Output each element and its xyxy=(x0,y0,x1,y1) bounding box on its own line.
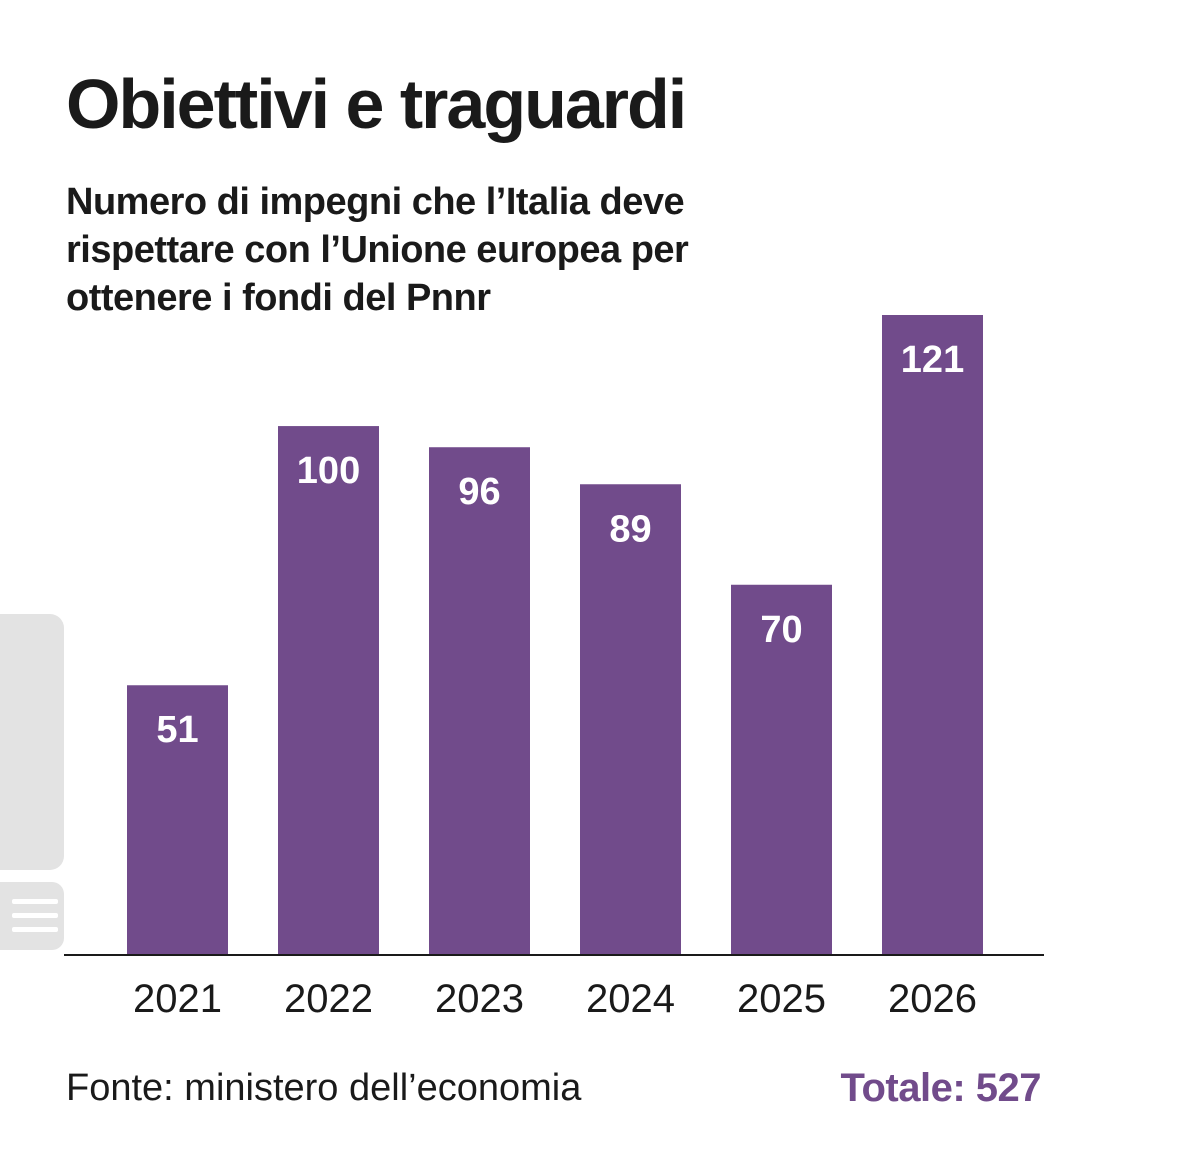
drag-handle-icon[interactable] xyxy=(0,882,64,950)
x-tick-label-2021: 2021 xyxy=(133,977,222,1021)
x-tick-label-2025: 2025 xyxy=(737,977,826,1021)
x-tick-label-2026: 2026 xyxy=(888,977,977,1021)
bar-2023 xyxy=(429,447,530,955)
bar-value-label-2023: 96 xyxy=(458,471,500,513)
handle-line xyxy=(12,913,58,918)
bar-2026 xyxy=(882,315,983,955)
bar-value-label-2025: 70 xyxy=(760,609,802,651)
bar-2025 xyxy=(731,584,832,955)
side-panel-tab[interactable] xyxy=(0,614,64,870)
x-tick-label-2023: 2023 xyxy=(435,977,524,1021)
total-value: Totale: 527 xyxy=(840,1066,1042,1110)
bar-value-label-2021: 51 xyxy=(156,709,198,751)
bar-value-label-2022: 100 xyxy=(297,450,360,492)
handle-line xyxy=(12,927,58,932)
bar-2021 xyxy=(127,685,228,955)
x-tick-label-2022: 2022 xyxy=(284,977,373,1021)
x-tick-label-2024: 2024 xyxy=(586,977,675,1021)
bar-2024 xyxy=(580,484,681,955)
handle-line xyxy=(12,899,58,904)
bar-value-label-2026: 121 xyxy=(901,339,964,381)
chart-subtitle: Numero di impegni che l’Italia deve risp… xyxy=(66,181,689,319)
value-labels-layer: 51 100 96 89 70 121 xyxy=(156,339,964,751)
source-note: Fonte: ministero dell’economia xyxy=(66,1067,582,1109)
bar-2022 xyxy=(278,426,379,956)
bar-value-label-2024: 89 xyxy=(609,508,651,550)
bars-layer xyxy=(127,315,983,956)
x-tick-labels-layer: 2021 2022 2023 2024 2025 2026 xyxy=(133,977,977,1021)
chart-title: Obiettivi e traguardi xyxy=(66,65,687,143)
